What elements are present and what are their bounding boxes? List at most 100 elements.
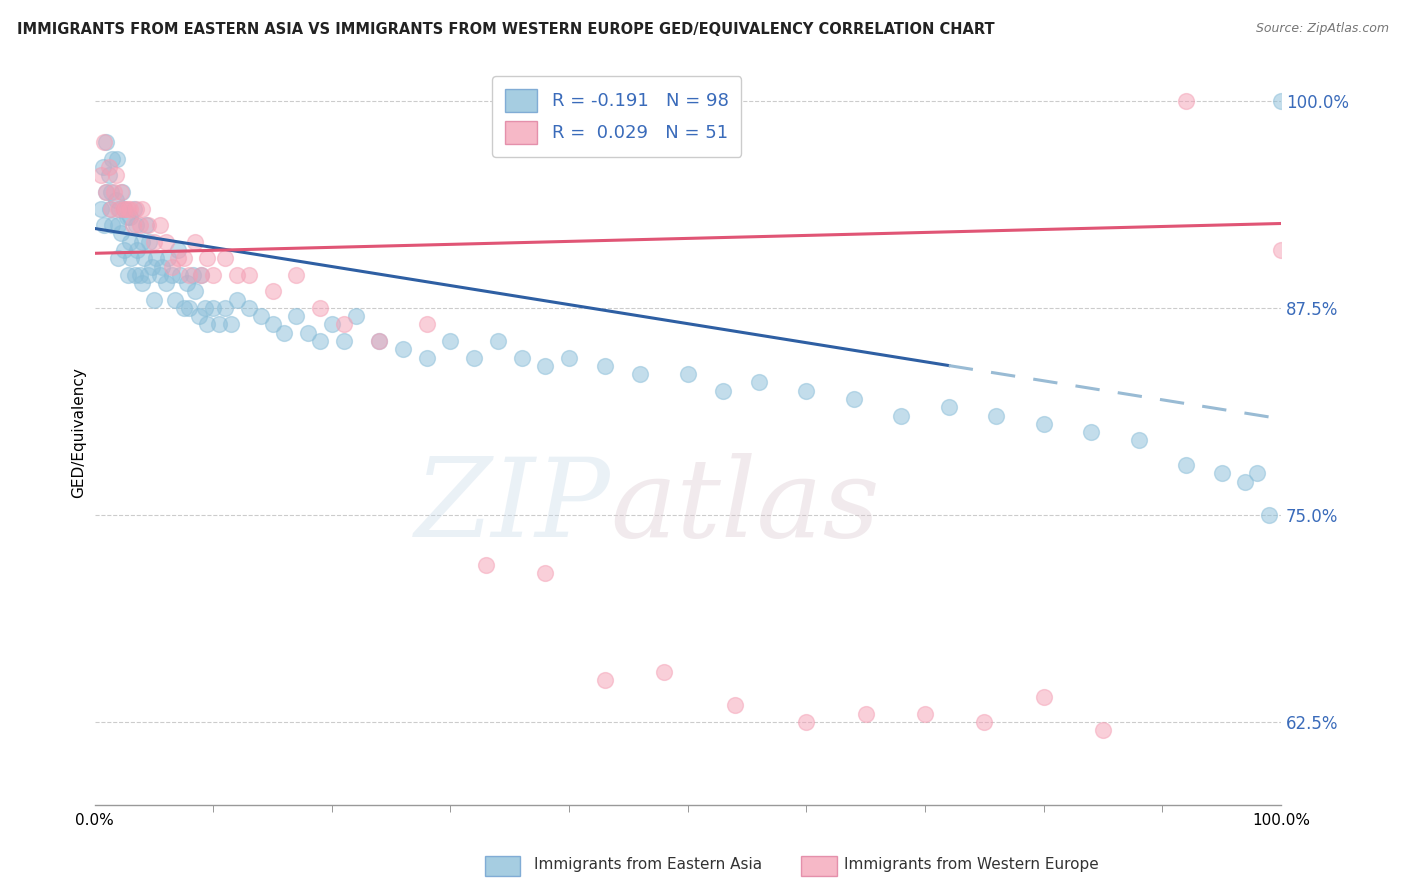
- Point: [179, 268, 201, 282]
- Point: [169, 268, 191, 282]
- Point: [628, 367, 651, 381]
- Point: [128, 268, 150, 282]
- Point: [101, 218, 124, 232]
- Point: [368, 334, 391, 348]
- Point: [127, 243, 149, 257]
- Point: [89, 169, 111, 183]
- Text: ZIP: ZIP: [415, 453, 610, 560]
- Point: [150, 260, 173, 274]
- Point: [475, 558, 498, 572]
- Point: [392, 343, 415, 357]
- Point: [890, 409, 912, 423]
- Point: [416, 351, 439, 365]
- Point: [142, 293, 165, 307]
- Text: Source: ZipAtlas.com: Source: ZipAtlas.com: [1256, 22, 1389, 36]
- Point: [1234, 475, 1257, 489]
- Point: [226, 293, 249, 307]
- Point: [145, 252, 167, 266]
- Point: [914, 706, 936, 721]
- Point: [97, 160, 120, 174]
- Point: [273, 326, 295, 340]
- Point: [100, 202, 122, 216]
- Point: [104, 194, 127, 208]
- Point: [285, 309, 308, 323]
- Point: [1270, 243, 1292, 257]
- Point: [112, 243, 135, 257]
- Text: Immigrants from Western Europe: Immigrants from Western Europe: [844, 857, 1098, 872]
- Point: [107, 202, 129, 216]
- Point: [219, 318, 242, 332]
- Point: [136, 268, 159, 282]
- Point: [226, 268, 249, 282]
- Point: [97, 169, 120, 183]
- Point: [593, 359, 616, 373]
- Point: [128, 218, 150, 232]
- Point: [796, 384, 818, 398]
- Point: [1211, 467, 1233, 481]
- Point: [748, 376, 770, 390]
- Point: [938, 401, 960, 415]
- Point: [332, 334, 354, 348]
- Point: [208, 318, 231, 332]
- Point: [131, 202, 153, 216]
- Point: [134, 252, 156, 266]
- Point: [135, 218, 157, 232]
- Point: [112, 202, 135, 216]
- Point: [105, 152, 128, 166]
- Point: [1258, 508, 1281, 522]
- Point: [120, 235, 142, 249]
- Point: [149, 218, 172, 232]
- Point: [93, 218, 115, 232]
- Point: [1080, 425, 1102, 439]
- Point: [262, 285, 284, 299]
- Y-axis label: GED/Equivalency: GED/Equivalency: [72, 367, 86, 498]
- Point: [176, 276, 198, 290]
- Point: [131, 276, 153, 290]
- Point: [986, 409, 1008, 423]
- Point: [214, 252, 236, 266]
- Point: [136, 218, 159, 232]
- Point: [190, 268, 212, 282]
- Point: [309, 301, 332, 315]
- Point: [262, 318, 284, 332]
- Point: [652, 665, 675, 680]
- Text: IMMIGRANTS FROM EASTERN ASIA VS IMMIGRANTS FROM WESTERN EUROPE GED/EQUIVALENCY C: IMMIGRANTS FROM EASTERN ASIA VS IMMIGRAN…: [17, 22, 994, 37]
- Point: [195, 318, 218, 332]
- Point: [1128, 434, 1150, 448]
- Legend: R = -0.191   N = 98, R =  0.029   N = 51: R = -0.191 N = 98, R = 0.029 N = 51: [492, 76, 741, 157]
- Point: [112, 202, 135, 216]
- Point: [463, 351, 485, 365]
- Point: [486, 334, 509, 348]
- Point: [593, 673, 616, 688]
- Point: [120, 252, 142, 266]
- Point: [510, 351, 533, 365]
- Point: [1246, 467, 1268, 481]
- Point: [157, 252, 180, 266]
- Point: [117, 202, 139, 216]
- Point: [676, 367, 699, 381]
- Point: [166, 243, 188, 257]
- Text: atlas: atlas: [610, 453, 880, 560]
- Point: [238, 268, 260, 282]
- Point: [173, 301, 195, 315]
- Point: [184, 285, 207, 299]
- Point: [1175, 94, 1198, 108]
- Point: [120, 210, 142, 224]
- Point: [285, 268, 308, 282]
- Point: [534, 566, 557, 580]
- Point: [131, 235, 153, 249]
- Point: [238, 301, 260, 315]
- Point: [842, 392, 865, 406]
- Point: [249, 309, 271, 323]
- Point: [96, 136, 118, 150]
- Point: [973, 714, 995, 729]
- Point: [297, 326, 319, 340]
- Point: [344, 309, 367, 323]
- Point: [1032, 690, 1054, 704]
- Point: [202, 268, 225, 282]
- Point: [160, 260, 183, 274]
- Point: [194, 301, 217, 315]
- Point: [332, 318, 354, 332]
- Point: [190, 268, 212, 282]
- Point: [115, 210, 138, 224]
